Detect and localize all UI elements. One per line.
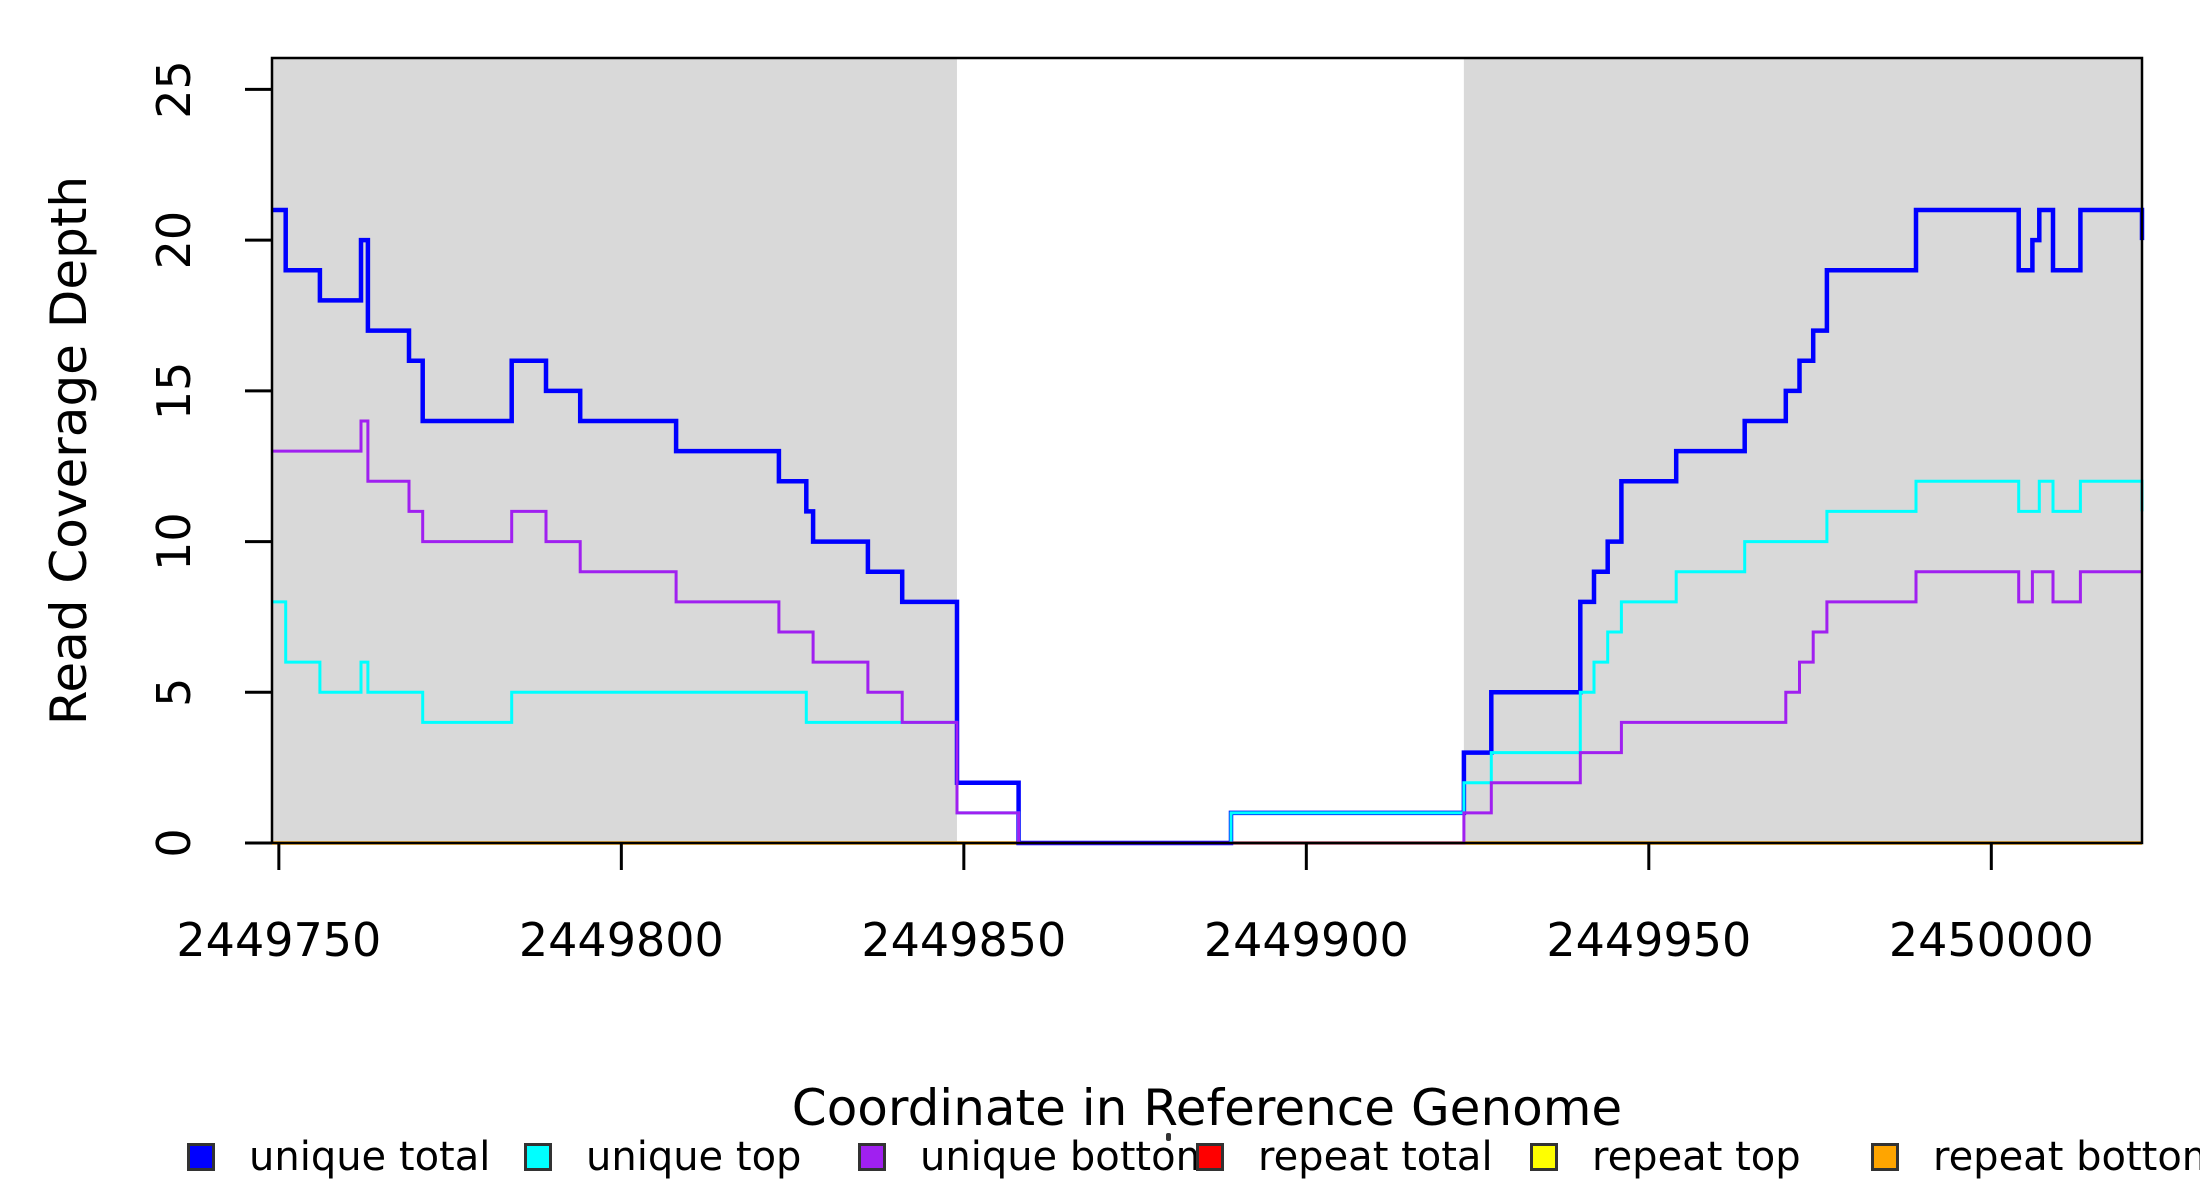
legend-item-repeat-bottom: repeat bottom bbox=[1871, 1134, 2200, 1180]
legend-item-unique-bottom: unique bottom bbox=[858, 1134, 1215, 1180]
legend-label: unique top bbox=[586, 1134, 802, 1180]
legend-item-unique-top: unique top bbox=[524, 1134, 802, 1180]
axis-ticks-layer bbox=[245, 87, 1993, 870]
x-axis-title: Coordinate in Reference Genome bbox=[792, 1079, 1622, 1137]
shaded-region-0 bbox=[272, 58, 957, 843]
legend-swatch-icon bbox=[1871, 1143, 1899, 1171]
legend-swatch-icon bbox=[187, 1143, 215, 1171]
y-tick-label: 25 bbox=[147, 60, 201, 119]
legend-swatch-icon bbox=[1196, 1143, 1224, 1171]
shaded-region-1 bbox=[1463, 58, 2142, 843]
axis-tick-labels-layer: 2449750 2449800 2449850 2449900 2449950 24500… bbox=[147, 60, 2094, 967]
series-unique-bottom bbox=[272, 419, 2142, 845]
x-tick-label: 2449950 bbox=[1546, 913, 1751, 967]
y-axis-title: Read Coverage Depth bbox=[40, 176, 98, 725]
legend-item-repeat-total: repeat total bbox=[1196, 1134, 1493, 1180]
legend-label: repeat bottom bbox=[1933, 1134, 2200, 1180]
legend-item-unique-total: unique total bbox=[187, 1134, 491, 1180]
legend-label: repeat top bbox=[1592, 1134, 1801, 1180]
legend-item-repeat-top: repeat top bbox=[1530, 1134, 1801, 1180]
legend-swatch-icon bbox=[858, 1143, 886, 1171]
y-tick-label: 15 bbox=[147, 362, 201, 421]
legend-swatch-icon bbox=[1530, 1143, 1558, 1171]
legend-label: repeat total bbox=[1258, 1134, 1493, 1180]
legend-label: unique total bbox=[249, 1134, 491, 1180]
x-tick-label: 2449800 bbox=[519, 913, 724, 967]
legend-swatch-icon bbox=[524, 1143, 552, 1171]
shaded-regions-layer bbox=[272, 58, 2142, 843]
x-tick-label: 2449900 bbox=[1204, 913, 1409, 967]
x-tick-label: 2450000 bbox=[1889, 913, 2094, 967]
y-tick-label: 20 bbox=[147, 211, 201, 270]
y-tick-label: 0 bbox=[147, 828, 201, 857]
y-tick-label: 10 bbox=[147, 512, 201, 571]
legend-label: unique bottom bbox=[920, 1134, 1215, 1180]
plot-border bbox=[270, 56, 2144, 845]
x-tick-label: 2449750 bbox=[176, 913, 381, 967]
x-tick-label: 2449850 bbox=[861, 913, 1066, 967]
stray-mark bbox=[1166, 1133, 1171, 1141]
y-tick-label: 5 bbox=[147, 678, 201, 707]
